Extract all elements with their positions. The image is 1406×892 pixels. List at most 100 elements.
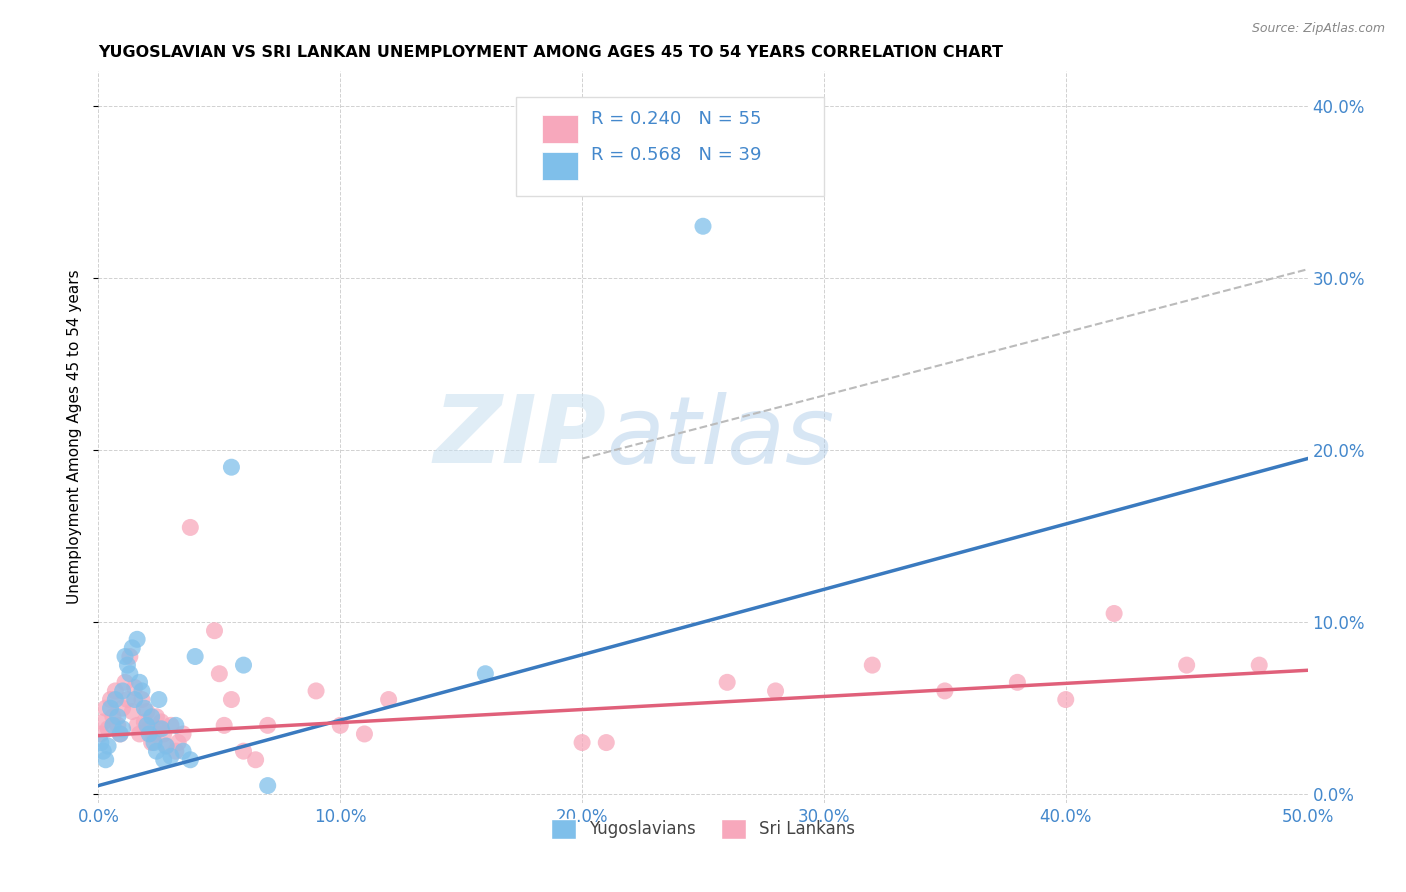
Point (131, 692, 153, 706)
Point (100, 692, 122, 706)
Point (90, 727, 112, 741)
Text: ZIP: ZIP (433, 391, 606, 483)
Point (124, 681, 146, 695)
Point (118, 649, 141, 664)
Point (94, 701, 117, 715)
Point (152, 753, 174, 767)
Text: atlas: atlas (606, 392, 835, 483)
Point (94, 753, 117, 767)
Point (134, 714, 156, 729)
Text: R = 0.568   N = 39: R = 0.568 N = 39 (591, 146, 761, 164)
Point (1102, 607, 1125, 621)
Point (101, 718, 124, 732)
Point (353, 727, 375, 741)
Point (111, 701, 134, 715)
Point (167, 735, 190, 749)
Point (121, 705, 143, 719)
Point (150, 714, 173, 729)
Legend: Yugoslavians, Sri Lankans: Yugoslavians, Sri Lankans (544, 812, 862, 846)
Point (108, 727, 131, 741)
Point (127, 632, 149, 647)
Point (208, 666, 231, 681)
Point (131, 684, 153, 698)
Point (172, 744, 194, 758)
FancyBboxPatch shape (543, 115, 578, 143)
Point (329, 718, 352, 732)
Point (117, 658, 139, 673)
Point (474, 666, 496, 681)
Point (155, 739, 177, 753)
Point (571, 735, 593, 749)
Point (135, 718, 157, 732)
Point (134, 701, 156, 715)
Point (150, 722, 173, 736)
Point (232, 658, 254, 673)
Point (145, 710, 167, 724)
Point (127, 718, 149, 732)
Point (245, 753, 267, 767)
Point (104, 692, 127, 706)
Point (165, 718, 187, 732)
Point (179, 753, 201, 767)
Point (138, 722, 160, 736)
Point (1054, 692, 1077, 706)
Point (128, 727, 150, 741)
Point (100, 701, 122, 715)
Point (160, 718, 183, 732)
Point (97, 722, 120, 736)
Point (1007, 675, 1029, 690)
Point (765, 684, 787, 698)
Point (138, 727, 160, 741)
Point (107, 710, 129, 724)
Point (121, 640, 143, 655)
Point (1249, 658, 1271, 673)
Point (179, 520, 201, 534)
Point (160, 749, 183, 764)
Point (377, 692, 399, 706)
Point (91, 714, 114, 729)
Point (90, 735, 112, 749)
Point (221, 692, 243, 706)
Point (148, 722, 170, 736)
Point (101, 710, 124, 724)
Point (934, 684, 956, 698)
Point (692, 219, 714, 234)
Point (114, 675, 136, 690)
Point (232, 744, 254, 758)
Point (141, 710, 163, 724)
Point (91, 744, 114, 758)
Point (141, 735, 163, 749)
Point (108, 727, 131, 741)
Point (256, 779, 278, 793)
Point (716, 675, 738, 690)
Text: R = 0.240   N = 55: R = 0.240 N = 55 (591, 110, 761, 128)
Point (114, 649, 136, 664)
Point (118, 666, 141, 681)
Point (184, 649, 207, 664)
Point (97, 739, 120, 753)
Point (256, 718, 278, 732)
Point (165, 744, 187, 758)
Point (152, 727, 174, 741)
Point (148, 692, 170, 706)
Point (172, 727, 194, 741)
Point (124, 692, 146, 706)
Point (145, 744, 167, 758)
Y-axis label: Unemployment Among Ages 45 to 54 years: Unemployment Among Ages 45 to 54 years (67, 269, 83, 605)
Point (212, 718, 235, 732)
Text: YUGOSLAVIAN VS SRI LANKAN UNEMPLOYMENT AMONG AGES 45 TO 54 YEARS CORRELATION CHA: YUGOSLAVIAN VS SRI LANKAN UNEMPLOYMENT A… (98, 45, 1004, 61)
Point (221, 460, 243, 475)
FancyBboxPatch shape (543, 152, 578, 179)
Point (111, 684, 134, 698)
Point (143, 727, 166, 741)
Point (155, 739, 177, 753)
Point (104, 684, 127, 698)
FancyBboxPatch shape (516, 97, 824, 195)
Point (117, 692, 139, 706)
Point (595, 735, 617, 749)
Text: Source: ZipAtlas.com: Source: ZipAtlas.com (1251, 22, 1385, 36)
Point (860, 658, 883, 673)
Point (204, 624, 226, 638)
Point (128, 675, 150, 690)
Point (107, 718, 129, 732)
